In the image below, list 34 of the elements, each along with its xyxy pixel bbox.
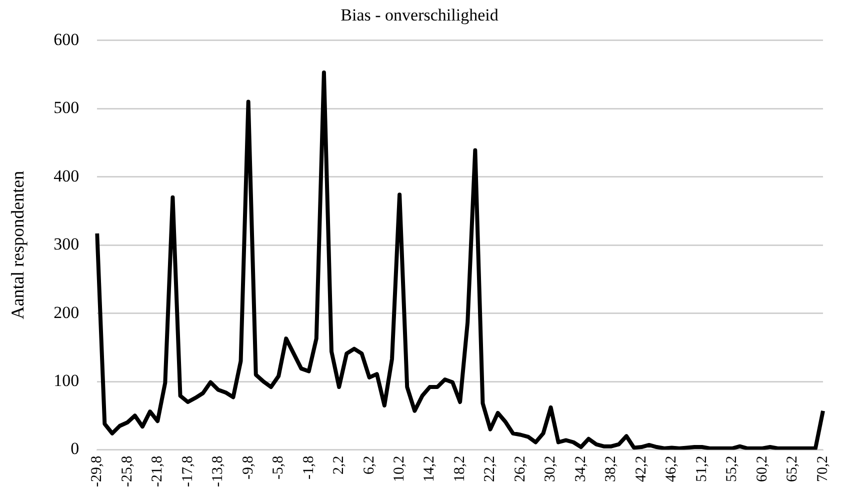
x-tick-label: 55,2 (724, 456, 740, 482)
x-tick-label: 51,2 (694, 456, 710, 482)
y-tick-label: 600 (54, 30, 80, 49)
x-tick-label: 60,2 (754, 456, 770, 482)
x-tick-label: 2,2 (331, 456, 348, 475)
x-tick-label: 30,2 (542, 456, 559, 482)
x-tick-label: -21,8 (150, 456, 166, 488)
x-tick-label: 26,2 (512, 456, 528, 482)
y-tick-label: 200 (54, 302, 80, 322)
x-tick-label: 22,2 (482, 456, 498, 482)
x-tick-label: -5,8 (270, 456, 287, 480)
x-tick-label: 34,2 (572, 456, 589, 482)
x-tick-label: 42,2 (633, 456, 650, 482)
x-tick-label: 38,2 (603, 456, 620, 482)
y-tick-label: 500 (54, 98, 80, 118)
x-tick-label: -1,8 (300, 456, 317, 480)
x-tick-label: 18,2 (452, 456, 468, 482)
x-tick-label: 10,2 (391, 456, 408, 482)
x-tick-label: 46,2 (664, 456, 680, 482)
y-axis-title: Aantal respondenten (8, 170, 28, 320)
x-tick-label: 70,2 (814, 456, 831, 482)
y-tick-label: 300 (54, 234, 80, 254)
y-tick-label: 0 (70, 439, 80, 458)
x-tick-label: -29,8 (89, 456, 106, 488)
x-tick-label: 65,2 (784, 456, 801, 482)
x-tick-label: -13,8 (210, 456, 226, 488)
y-tick-label: 100 (54, 371, 80, 390)
x-tick-label: 14,2 (422, 456, 438, 482)
y-tick-label: 400 (54, 166, 80, 186)
x-tick-label: -17,8 (180, 456, 196, 488)
x-tick-label: -9,8 (240, 456, 256, 480)
x-tick-label: 6,2 (361, 456, 378, 475)
chart-title: Bias - onverschiligheid (340, 6, 499, 25)
x-tick-label: -25,8 (119, 456, 136, 488)
